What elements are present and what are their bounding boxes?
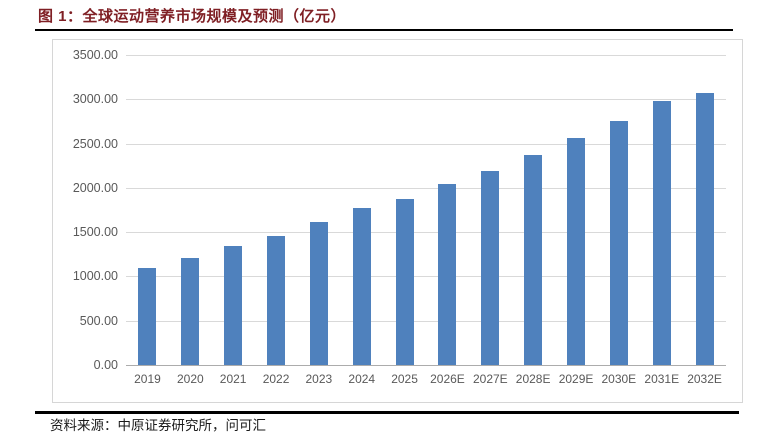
- y-axis-tick-label: 1000.00: [72, 269, 118, 283]
- y-axis-tick-label: 2500.00: [72, 137, 118, 151]
- x-axis-tick-label: 2027E: [472, 372, 508, 386]
- gridline: [126, 276, 726, 277]
- bar-2032E: [695, 93, 714, 365]
- x-axis-tick-label: 2026E: [430, 372, 465, 386]
- y-axis-tick-label: 500.00: [79, 314, 118, 328]
- figure-title: 图 1：全球运动营养市场规模及预测（亿元）: [38, 8, 347, 25]
- source-note: 资料来源：中原证券研究所，问可汇: [50, 418, 266, 433]
- bar-2021: [224, 246, 243, 365]
- bar-2023: [309, 222, 328, 365]
- gridline: [126, 188, 726, 189]
- x-axis-tick-label: 2025: [391, 372, 418, 386]
- y-axis-tick-label: 3500.00: [72, 48, 118, 62]
- x-axis-tick-label: 2020: [176, 372, 204, 386]
- gridline: [126, 321, 726, 322]
- title-underline-rule: [35, 29, 733, 31]
- x-axis-tick-label: 2030E: [601, 372, 637, 386]
- x-axis-tick-label: 2021: [219, 372, 247, 386]
- bar-2027E: [481, 170, 500, 365]
- x-axis-tick-label: 2022: [262, 372, 290, 386]
- gridline: [126, 55, 726, 56]
- bar-2024: [352, 208, 371, 365]
- bar-2030E: [609, 120, 628, 365]
- bar-2020: [181, 257, 200, 365]
- bar-2026E: [438, 184, 457, 365]
- x-axis-tick-label: 2031E: [644, 372, 680, 386]
- x-axis-tick-label: 2028E: [515, 372, 551, 386]
- x-axis-tick-label: 2024: [348, 372, 376, 386]
- y-axis-tick-label: 1500.00: [72, 225, 118, 239]
- y-axis-tick-label: 3000.00: [72, 92, 118, 106]
- bar-2025: [395, 198, 414, 365]
- chart-area: 3500.00 3000.00 2500.00 2000.00 1500.00 1000.…: [52, 39, 743, 403]
- gridline: [126, 232, 726, 233]
- footer-rule: [35, 411, 739, 414]
- gridline: [126, 99, 726, 100]
- bar-2029E: [567, 137, 585, 365]
- bar-2022: [267, 235, 285, 365]
- y-axis-tick-label: 0.00: [93, 358, 118, 372]
- x-axis-tick-label: 2019: [134, 372, 161, 386]
- bar-2031E: [652, 100, 671, 365]
- bar-2019: [138, 267, 157, 365]
- gridline: [126, 144, 726, 145]
- x-axis-line: [126, 365, 726, 366]
- x-axis-tick-label: 2023: [305, 372, 333, 386]
- x-axis-tick-label: 2029E: [558, 372, 594, 386]
- bar-2028E: [524, 155, 543, 365]
- y-axis-tick-label: 2000.00: [72, 181, 118, 195]
- x-axis-tick-label: 2032E: [687, 372, 722, 386]
